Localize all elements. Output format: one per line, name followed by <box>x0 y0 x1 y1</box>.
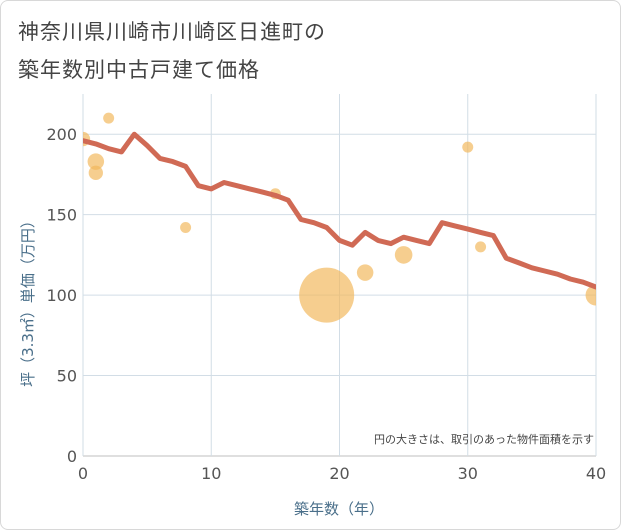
bubble-point <box>103 112 115 124</box>
x-tick-label: 40 <box>586 464 606 483</box>
bubble-point <box>394 246 413 264</box>
y-axis-label: 坪（3.3㎡）単価（万円） <box>19 213 37 387</box>
chart-title-line-1: 神奈川県川崎市川崎区日進町の <box>18 20 326 44</box>
bubble-series <box>83 77 596 323</box>
chart-title-line-2: 築年数別中古戸建て価格 <box>18 58 260 82</box>
x-tick-label: 20 <box>329 464 349 483</box>
bubble-point <box>180 222 192 234</box>
bubble-point <box>475 241 487 253</box>
bubble-point <box>88 165 103 180</box>
bubble-point <box>356 264 374 281</box>
y-tick-label: 100 <box>46 286 77 305</box>
bubble-point <box>299 267 355 323</box>
bubble-point <box>585 284 596 306</box>
y-tick-label: 150 <box>46 206 77 225</box>
bubble-point <box>462 141 474 153</box>
size-legend-note: 円の大きさは、取引のあった物件面積を示す <box>374 432 594 446</box>
x-tick-label: 0 <box>78 464 88 483</box>
average-line-series <box>83 131 596 290</box>
average-price-line <box>83 131 596 290</box>
bubble-point <box>154 77 166 89</box>
bubble-point <box>87 153 105 170</box>
x-tick-label: 10 <box>201 464 221 483</box>
x-tick-label: 30 <box>458 464 478 483</box>
tick-labels: 0 50 100 150 200 0 10 20 30 40 <box>46 125 606 483</box>
x-axis-label: 築年数（年） <box>294 500 384 518</box>
y-tick-label: 50 <box>57 367 77 386</box>
y-tick-label: 0 <box>67 447 77 466</box>
y-tick-label: 200 <box>46 125 77 144</box>
